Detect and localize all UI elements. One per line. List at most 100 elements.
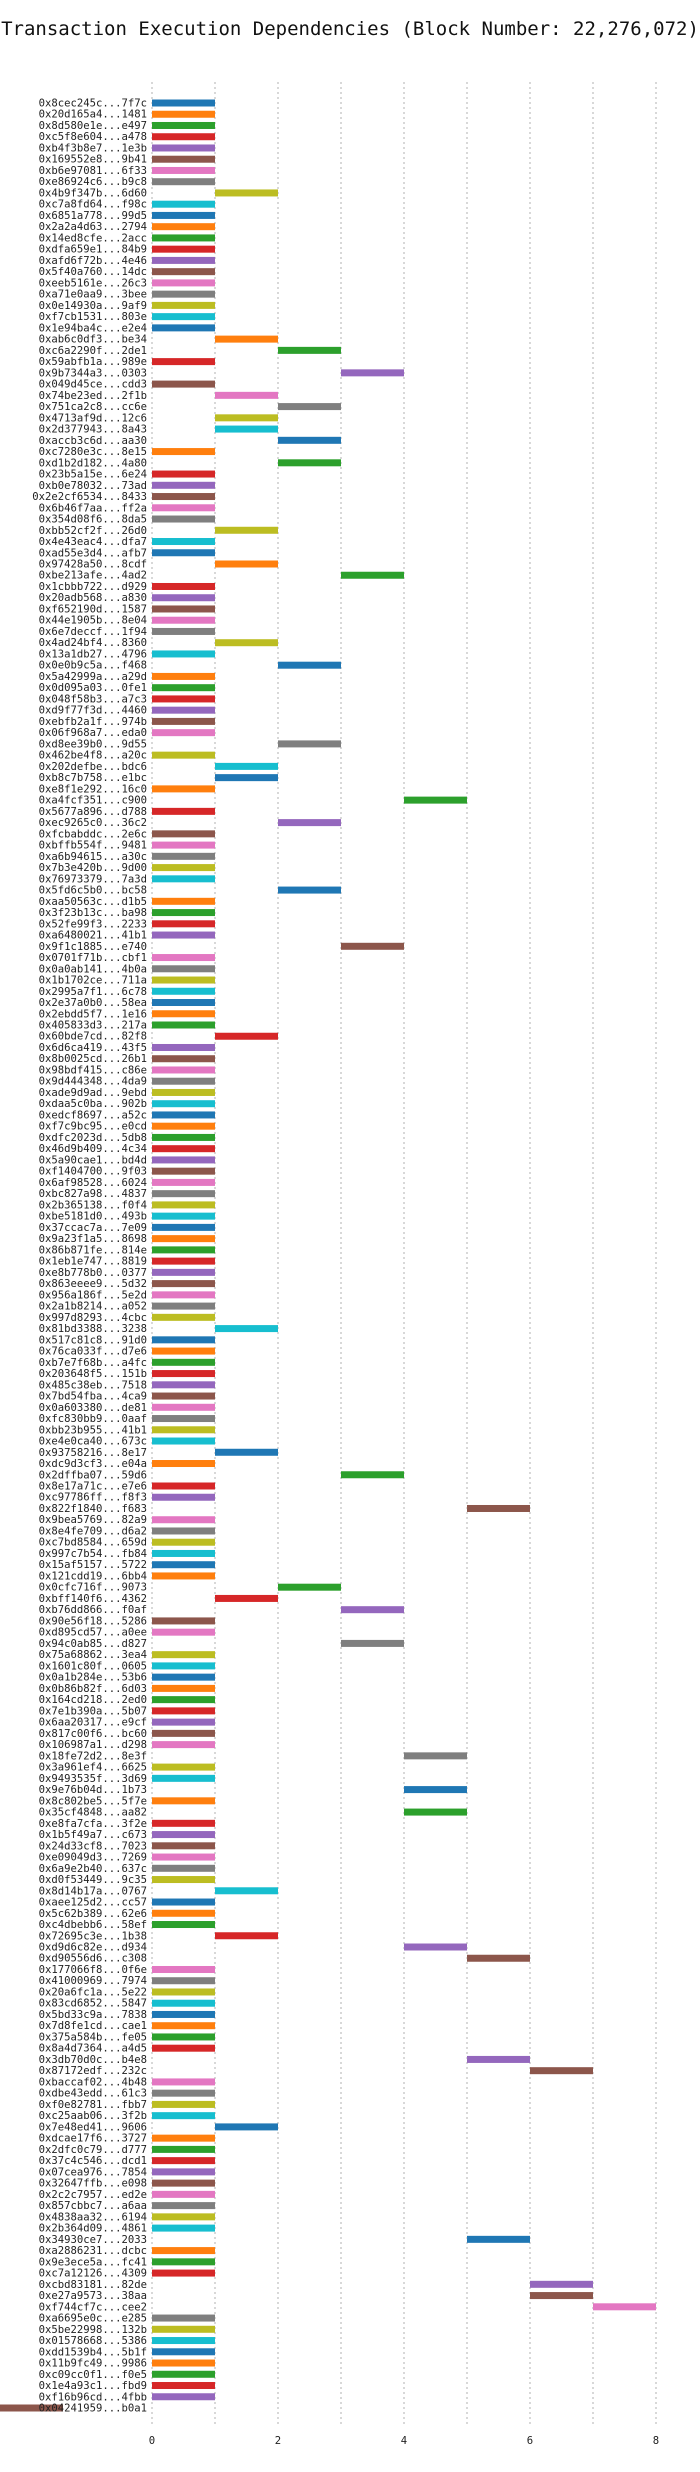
transaction-bar — [152, 650, 215, 658]
y-tick-label: 0x7d8fe1cd...cae1 — [39, 2020, 147, 2032]
y-tick-label: 0x0e14930a...9af9 — [39, 300, 147, 312]
y-tick-label: 0x5677a896...d788 — [39, 806, 147, 818]
transaction-bar — [215, 1887, 278, 1895]
y-tick-label: 0x01578668...5386 — [39, 2335, 147, 2347]
y-tick-label: 0xaccb3c6d...aa30 — [39, 435, 147, 447]
transaction-bar — [152, 2224, 215, 2232]
transaction-bar — [152, 470, 215, 478]
transaction-bar — [152, 954, 215, 962]
transaction-bar — [152, 1921, 215, 1929]
y-tick-label: 0x9493535f...3d69 — [39, 1773, 147, 1785]
y-tick-label: 0x04241959...b0a1 — [39, 2403, 147, 2415]
transaction-bar — [152, 1336, 215, 1344]
grid-layer — [151, 82, 657, 2427]
y-tick-label: 0x2a1b8214...a052 — [39, 1301, 147, 1313]
y-tick-label: 0x8b0025cd...26b1 — [39, 1053, 147, 1065]
y-tick-label: 0x6e7deccf...1f94 — [39, 626, 147, 638]
transaction-bar — [278, 886, 341, 894]
transaction-bar — [152, 1021, 215, 1029]
y-tick-label: 0x5f40a760...14dc — [39, 266, 147, 278]
y-tick-label: 0xdfa659e1...84b9 — [39, 244, 147, 256]
transaction-bar — [152, 1201, 215, 1209]
y-tick-label: 0xfc830bb9...0aaf — [39, 1413, 147, 1425]
transaction-bar — [152, 920, 215, 928]
transaction-bar — [341, 369, 404, 377]
y-tick-label: 0xdaa5c0ba...902b — [39, 1098, 147, 1110]
y-tick-label: 0xc7a12126...4309 — [39, 2268, 147, 2280]
y-tick-label: 0x76ca033f...d7e6 — [39, 1346, 147, 1358]
transaction-bar — [152, 706, 215, 714]
transaction-bar — [152, 324, 215, 332]
transaction-bar — [152, 1774, 215, 1782]
y-tick-label: 0x06f968a7...eda0 — [39, 727, 147, 739]
transaction-bar — [152, 1156, 215, 1164]
transaction-bar — [152, 481, 215, 489]
y-tick-label: 0x72695c3e...1b38 — [39, 1930, 147, 1942]
y-tick-label: 0x41000969...7974 — [39, 1975, 147, 1987]
y-tick-label: 0xbb23b955...41b1 — [39, 1424, 147, 1436]
y-tick-label: 0x405833d3...217a — [39, 1020, 147, 1032]
y-tick-label: 0xbaccaf02...4b48 — [39, 2076, 147, 2088]
transaction-bar — [152, 1527, 215, 1535]
y-tick-label: 0x8c802be5...5f7e — [39, 1795, 147, 1807]
transaction-bar — [530, 2292, 593, 2300]
transaction-bar — [215, 560, 278, 568]
y-tick-label: 0x11b9fc49...9986 — [39, 2358, 147, 2370]
y-tick-label: 0x7e1b390a...5b07 — [39, 1705, 147, 1717]
y-tick-label: 0xa6480021...41b1 — [39, 930, 147, 942]
x-tick-labels: 0 2 4 6 8 — [149, 2435, 659, 2447]
y-tick-label: 0xc6a2290f...2de1 — [39, 345, 147, 357]
transaction-bar — [152, 493, 215, 501]
x-tick-label: 4 — [401, 2435, 407, 2447]
transaction-bar — [152, 864, 215, 872]
y-tick-label: 0xf652190d...1587 — [39, 603, 147, 615]
y-tick-label: 0xf16b96cd...4fbb — [39, 2391, 147, 2403]
y-tick-label: 0xbff140f6...4362 — [39, 1593, 147, 1605]
transaction-bar — [152, 1853, 215, 1861]
y-tick-label: 0x2a2a4d63...2794 — [39, 221, 147, 233]
transaction-bar — [152, 1763, 215, 1771]
transaction-bar — [152, 538, 215, 546]
y-tick-label: 0xc7bd8584...659d — [39, 1537, 147, 1549]
transaction-bar — [152, 1235, 215, 1243]
y-tick-label: 0x7bd54fba...4ca9 — [39, 1391, 147, 1403]
y-tick-label: 0x2b364d09...4861 — [39, 2223, 147, 2235]
y-tick-label: 0x24d33cf8...7023 — [39, 1840, 147, 1852]
transaction-bar — [152, 1437, 215, 1445]
y-tick-label: 0x0b86b82f...6d03 — [39, 1683, 147, 1695]
transaction-bar — [152, 1651, 215, 1659]
transaction-bar — [152, 1999, 215, 2007]
y-tick-label: 0x81bd3388...3238 — [39, 1323, 147, 1335]
transaction-bar — [215, 526, 278, 534]
y-tick-label: 0x7b3e420b...9d00 — [39, 862, 147, 874]
transaction-bar — [152, 1684, 215, 1692]
y-tick-label: 0x83cd6852...5847 — [39, 1998, 147, 2010]
transaction-bar — [152, 1909, 215, 1917]
transaction-bar — [152, 1358, 215, 1366]
transaction-bar — [152, 448, 215, 456]
y-tick-label: 0x517c81c8...91d0 — [39, 1334, 147, 1346]
transaction-bar — [341, 1606, 404, 1614]
y-tick-label: 0x997c7b54...fb84 — [39, 1548, 147, 1560]
y-tick-label: 0xa4fcf351...c900 — [39, 795, 147, 807]
transaction-bar — [215, 414, 278, 422]
y-tick-label: 0x86b871fe...814e — [39, 1244, 147, 1256]
transaction-bar — [278, 459, 341, 467]
y-tick-label: 0x94c0ab85...d827 — [39, 1638, 147, 1650]
x-tick-label: 0 — [149, 2435, 155, 2447]
y-tick-label: 0xafd6f72b...4e46 — [39, 255, 147, 267]
y-tick-label: 0xebfb2a1f...974b — [39, 716, 147, 728]
transaction-bar — [152, 1673, 215, 1681]
transaction-bar — [152, 166, 215, 174]
transaction-bar — [152, 1212, 215, 1220]
y-tick-label: 0xf7c9bc95...e0cd — [39, 1121, 147, 1133]
y-tick-label: 0xc7280e3c...8e15 — [39, 446, 147, 458]
transaction-bar — [152, 290, 215, 298]
transaction-bar — [152, 1842, 215, 1850]
y-tick-label: 0x52fe99f3...2233 — [39, 918, 147, 930]
transaction-bar — [152, 1133, 215, 1141]
transaction-bar — [404, 1943, 467, 1951]
y-tick-label: 0xaee125d2...cc57 — [39, 1897, 147, 1909]
transaction-bar — [152, 2168, 215, 2176]
transaction-bar — [152, 875, 215, 883]
